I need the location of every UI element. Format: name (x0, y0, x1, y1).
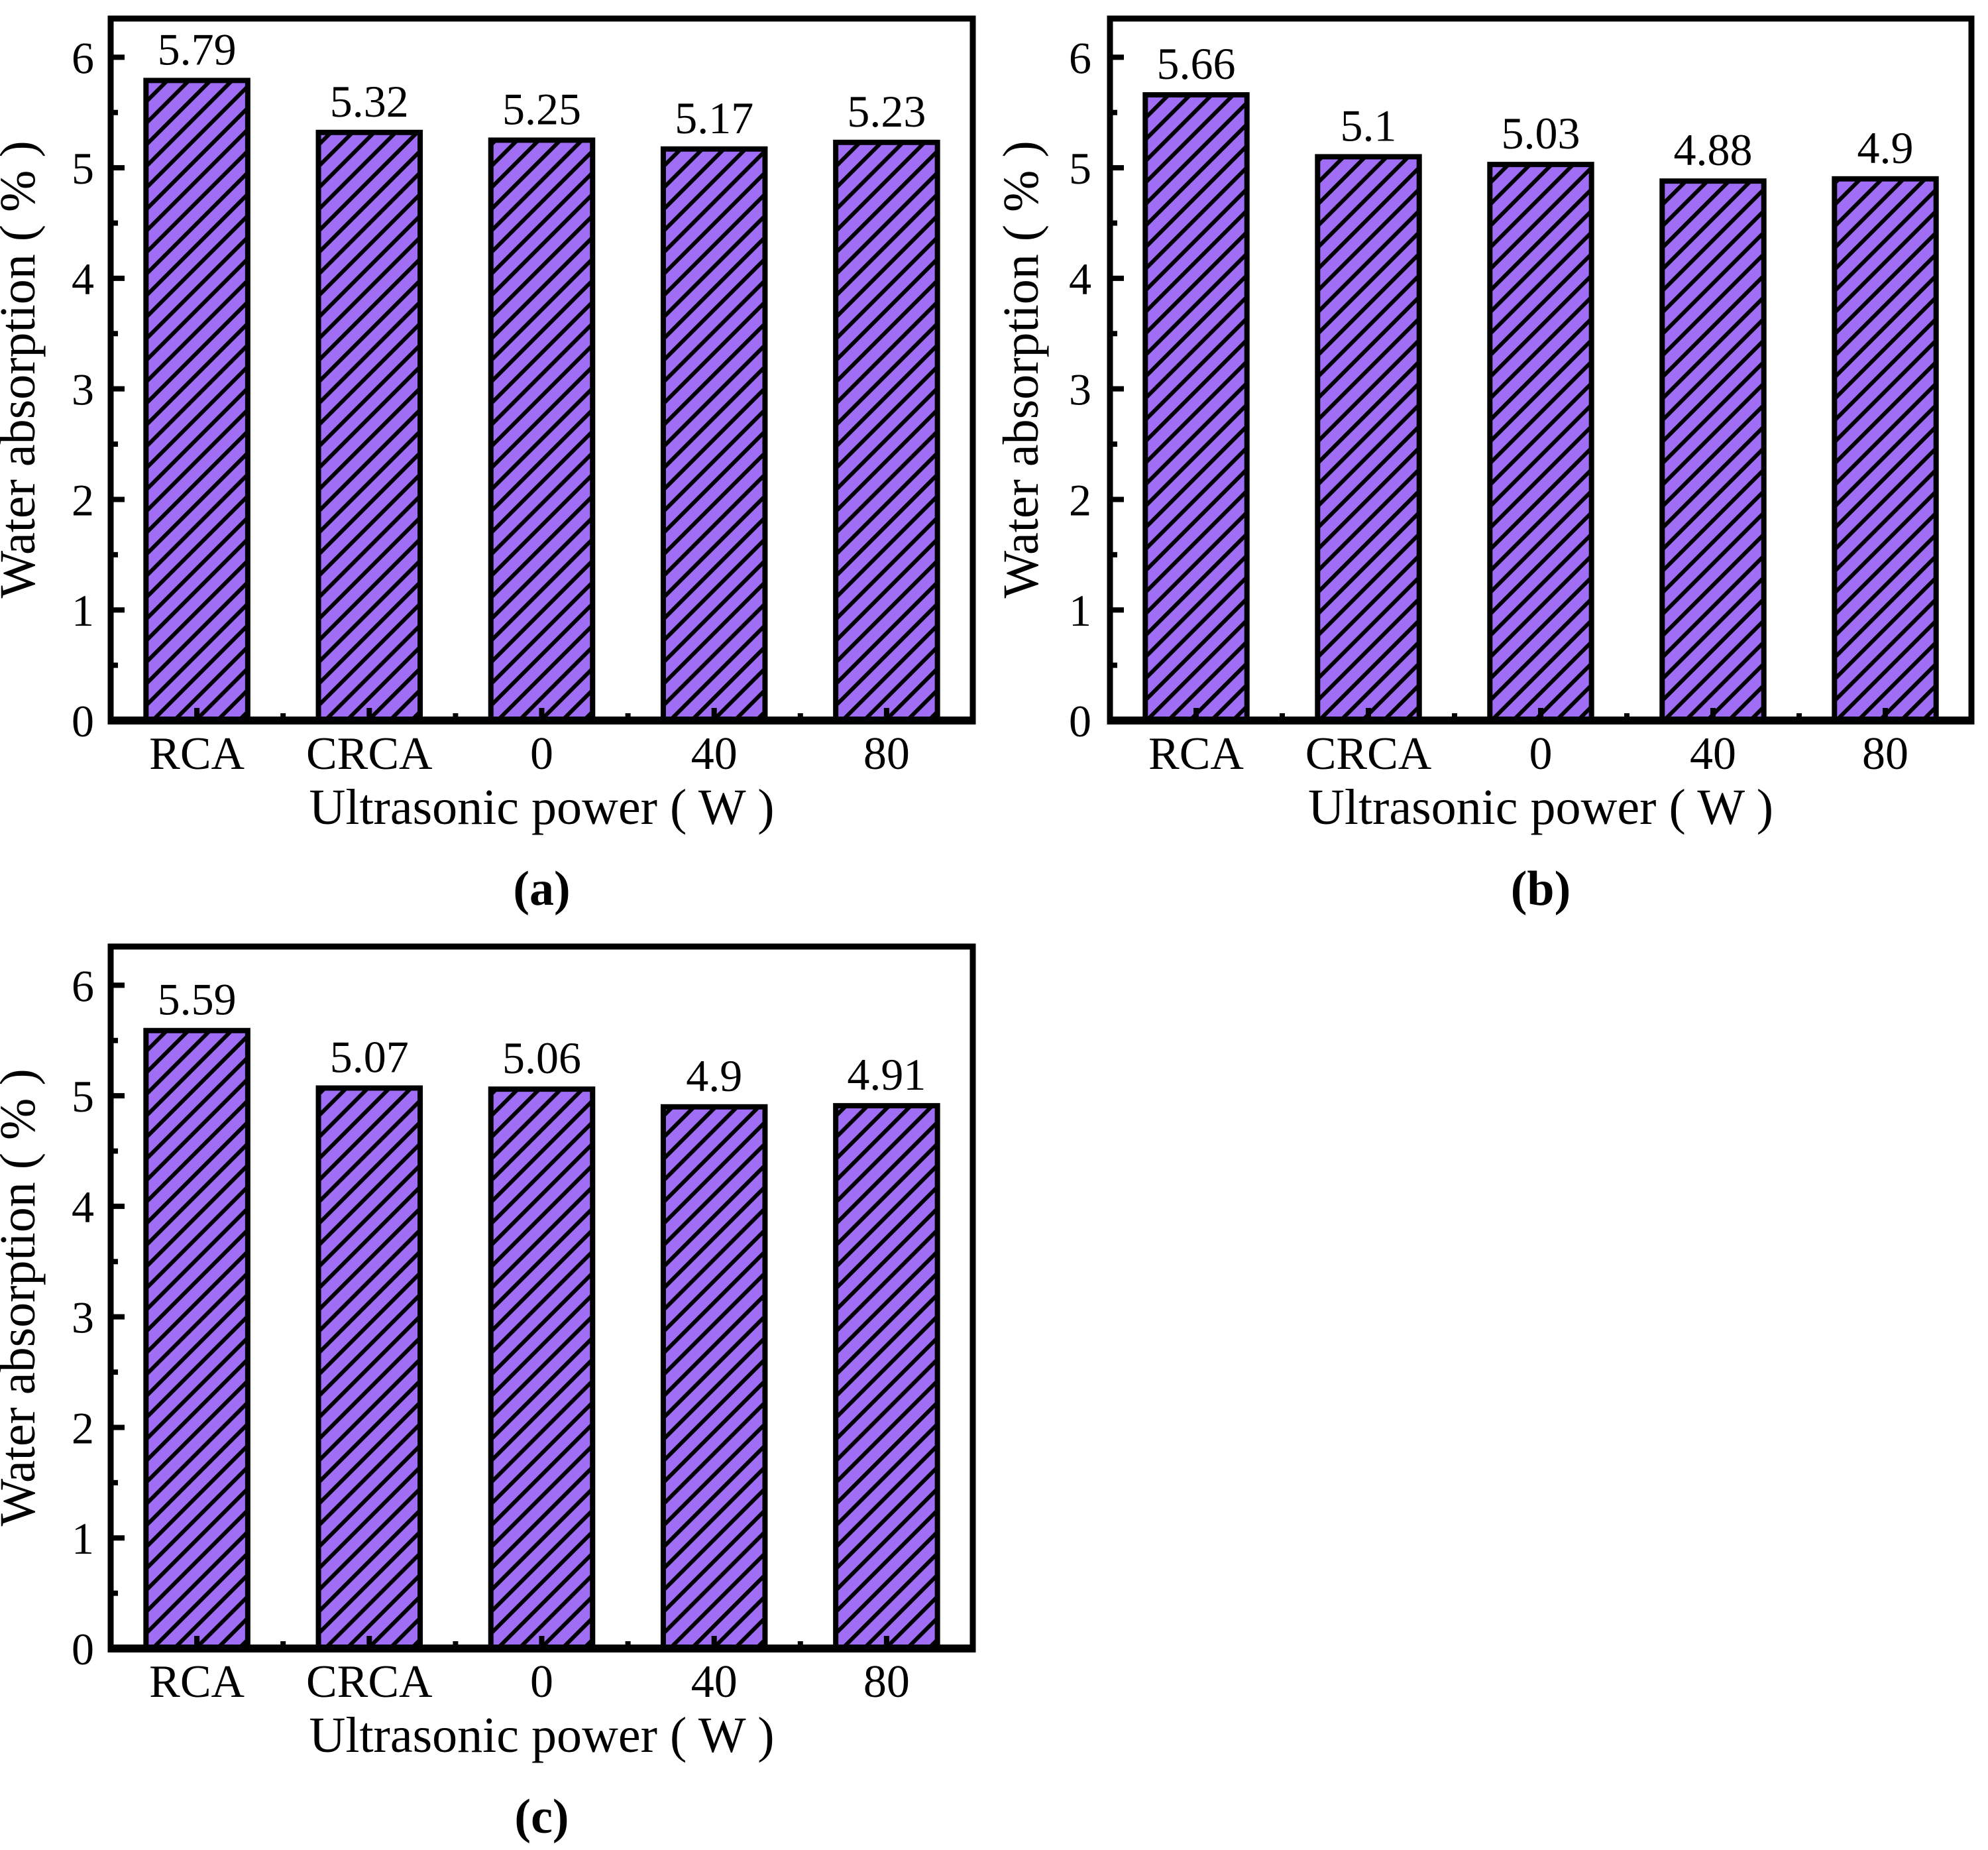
bar-value-label: 5.23 (847, 86, 926, 137)
x-category-label: 80 (863, 1656, 910, 1707)
bar-CRCA (1317, 156, 1419, 721)
panel-caption-a: (a) (513, 862, 570, 916)
panel-caption-c: (c) (514, 1790, 569, 1844)
x-category-label: 0 (530, 1656, 553, 1707)
chart-a-svg: 0 1 2 3 4 5 6 5.79 RCA 5.32 CRCA 5.25 0 5.17 40 5.23 80 W… (0, 15, 976, 916)
y-tick-label: 6 (1069, 32, 1091, 83)
bar-value-label: 4.91 (847, 1049, 926, 1100)
x-category-label: RCA (1148, 728, 1244, 780)
bar-value-label: 5.07 (330, 1031, 409, 1082)
x-category-label: 80 (1862, 728, 1908, 780)
bar-value-label: 5.1 (1341, 100, 1397, 150)
y-axis-title: Water absorption ( % ) (0, 1069, 46, 1526)
bar-80 (1834, 178, 1936, 721)
x-axis-title: Ultrasonic power ( W ) (309, 1707, 774, 1763)
x-category-label: CRCA (306, 728, 433, 780)
bar-80 (836, 1106, 938, 1648)
bar-CRCA (318, 132, 421, 721)
bar-40 (663, 1106, 765, 1648)
y-tick-label: 5 (1069, 143, 1091, 194)
chart-a: 0 1 2 3 4 5 6 5.79 RCA 5.32 CRCA 5.25 0 5.17 40 5.23 80 W… (0, 0, 994, 928)
y-tick-label: 5 (72, 143, 94, 194)
bar-0 (490, 1089, 593, 1648)
bar-40 (1662, 181, 1764, 721)
x-category-label: 40 (1690, 728, 1736, 780)
y-tick-label: 4 (72, 1182, 94, 1232)
bar-value-label: 5.06 (502, 1033, 581, 1083)
bar-value-label: 4.9 (1857, 123, 1914, 173)
bar-value-label: 5.03 (1502, 108, 1580, 158)
y-tick-label: 4 (72, 254, 94, 304)
y-axis-title: Water absorption ( % ) (994, 141, 1049, 598)
bar-0 (490, 140, 593, 721)
y-tick-label: 2 (1069, 475, 1091, 525)
bar-40 (663, 148, 765, 721)
chart-b-svg: 0 1 2 3 4 5 6 5.66 RCA 5.1 CRCA 5.03 0 4.88 40 4.9 80 Wat… (994, 15, 1975, 916)
x-category-label: 80 (863, 728, 910, 780)
x-category-label: CRCA (306, 1656, 433, 1707)
bar-value-label: 5.32 (330, 76, 409, 127)
bar-value-label: 5.66 (1157, 38, 1236, 89)
bar-80 (836, 142, 938, 721)
x-category-label: 40 (691, 1656, 738, 1707)
bar-value-label: 5.25 (502, 84, 581, 134)
y-axis-title: Water absorption ( % ) (0, 141, 46, 598)
x-category-label: RCA (149, 728, 245, 780)
bar-RCA (146, 1030, 248, 1648)
y-tick-label: 2 (72, 1403, 94, 1453)
y-tick-label: 2 (72, 475, 94, 525)
x-category-label: 40 (691, 728, 738, 780)
y-tick-label: 0 (72, 1624, 94, 1674)
bar-RCA (146, 80, 248, 721)
y-tick-label: 3 (72, 365, 94, 415)
y-tick-label: 6 (72, 960, 94, 1011)
bar-value-label: 5.59 (158, 974, 237, 1025)
x-axis-title: Ultrasonic power ( W ) (1308, 780, 1773, 835)
y-tick-label: 5 (72, 1071, 94, 1122)
chart-c-svg: 0 1 2 3 4 5 6 5.59 RCA 5.07 CRCA 5.06 0 4.9 40 4.91 80 Wa… (0, 943, 976, 1844)
y-tick-label: 3 (1069, 365, 1091, 415)
x-category-label: 0 (530, 728, 553, 780)
chart-c: 0 1 2 3 4 5 6 5.59 RCA 5.07 CRCA 5.06 0 4.9 40 4.91 80 Wa… (0, 928, 994, 1850)
y-tick-label: 1 (1069, 585, 1091, 636)
x-category-label: 0 (1529, 728, 1553, 780)
y-tick-label: 0 (1069, 696, 1091, 746)
chart-b: 0 1 2 3 4 5 6 5.66 RCA 5.1 CRCA 5.03 0 4.88 40 4.9 80 Wat… (994, 0, 1988, 928)
bar-value-label: 5.17 (675, 93, 753, 143)
bar-RCA (1145, 95, 1247, 721)
y-tick-label: 0 (72, 696, 94, 746)
y-tick-label: 1 (72, 1513, 94, 1564)
bar-value-label: 4.9 (686, 1051, 742, 1101)
y-tick-label: 3 (72, 1293, 94, 1343)
x-category-label: RCA (149, 1656, 245, 1707)
y-tick-label: 1 (72, 585, 94, 636)
bar-value-label: 5.79 (158, 24, 237, 74)
panel-caption-b: (b) (1511, 862, 1571, 916)
y-tick-label: 4 (1069, 254, 1091, 304)
bar-CRCA (318, 1088, 421, 1648)
x-axis-title: Ultrasonic power ( W ) (309, 780, 774, 835)
bar-0 (1490, 164, 1592, 721)
x-category-label: CRCA (1305, 728, 1432, 780)
y-tick-label: 6 (72, 32, 94, 83)
bar-value-label: 4.88 (1674, 125, 1753, 175)
